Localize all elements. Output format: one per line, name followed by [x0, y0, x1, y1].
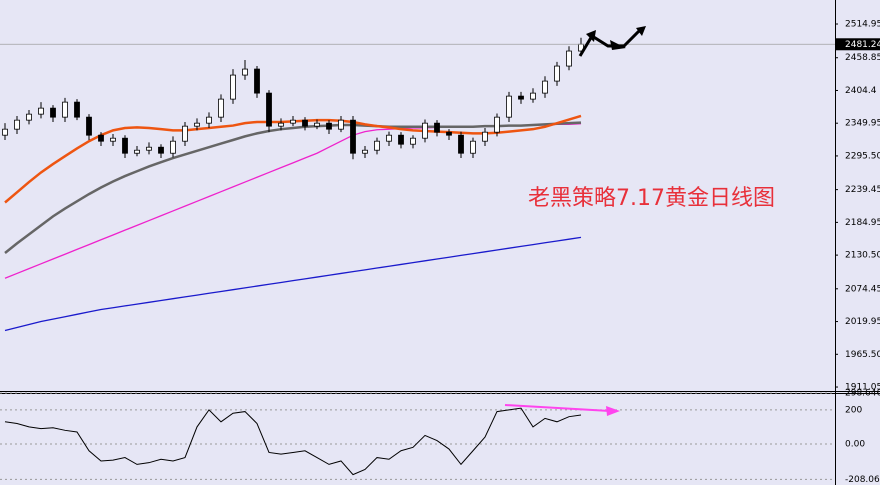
- candle-body: [422, 122, 428, 139]
- candle-body: [266, 92, 272, 127]
- candle-body: [482, 131, 488, 142]
- y-tick-label: 1965.50: [845, 350, 880, 360]
- candle-body: [278, 122, 284, 127]
- candle-body: [242, 68, 248, 76]
- y-tick-label: -208.060: [845, 475, 880, 485]
- candle-body: [434, 122, 440, 133]
- candle-body: [374, 140, 380, 151]
- y-tick-label: 2404.4: [845, 86, 877, 96]
- candle-body: [62, 101, 68, 118]
- candle-body: [26, 113, 32, 121]
- candle-body: [350, 119, 356, 154]
- candle-body: [542, 80, 548, 94]
- candle-body: [206, 116, 212, 124]
- y-tick-label: 2458.85: [845, 53, 880, 63]
- candle-body: [326, 122, 332, 130]
- y-tick-label: 298.646: [845, 389, 880, 399]
- candle-body: [458, 134, 464, 154]
- arrow-head: [636, 26, 646, 36]
- indicator-line: [4, 407, 582, 476]
- candle-body: [254, 68, 260, 94]
- candle-body: [158, 146, 164, 154]
- candle-body: [554, 65, 560, 82]
- annotation: 老黑策略7.17黄金日线图: [528, 186, 775, 211]
- y-tick-label: 2074.45: [845, 284, 880, 294]
- candle-body: [194, 122, 200, 127]
- candle-body: [134, 149, 140, 154]
- candle-body: [182, 125, 188, 142]
- last-price-label: 2481.24: [845, 40, 880, 50]
- trend-arrow: [578, 28, 642, 57]
- candle-body: [50, 107, 56, 118]
- y-tick-label: 2019.95: [845, 317, 880, 327]
- candle-body: [338, 119, 344, 130]
- candle-body: [470, 140, 476, 154]
- candle-body: [2, 128, 8, 136]
- candle-body: [74, 101, 80, 118]
- candle-body: [302, 119, 308, 127]
- y-tick-label: 0.00: [845, 439, 865, 449]
- y-tick-label: 2514.95: [845, 20, 880, 30]
- candle-body: [110, 137, 116, 142]
- plot: 2514.95 2458.85 2404.4 2349.95 2295.50 2239.4…: [0, 20, 880, 485]
- candle-body: [146, 146, 152, 151]
- divergence-arrow: [504, 404, 611, 412]
- arrow-head: [606, 406, 620, 416]
- candle-body: [38, 107, 44, 115]
- y-tick-label: 200: [845, 405, 862, 415]
- candle-body: [566, 50, 572, 67]
- arrow-head: [586, 30, 596, 42]
- moving-average: [4, 121, 582, 254]
- candle-body: [530, 92, 536, 100]
- candle-body: [494, 116, 500, 133]
- y-tick-label: 2184.95: [845, 218, 880, 228]
- candle-body: [410, 137, 416, 145]
- candle-body: [362, 149, 368, 154]
- candle-body: [14, 119, 20, 130]
- candle-body: [218, 98, 224, 118]
- candle-body: [86, 116, 92, 136]
- candle-body: [230, 74, 236, 100]
- candle-body: [398, 134, 404, 145]
- candle-body: [290, 119, 296, 124]
- candle-body: [314, 122, 320, 127]
- y-tick-label: 2349.95: [845, 119, 880, 129]
- candle-body: [506, 95, 512, 118]
- y-tick-label: 2130.50: [845, 251, 880, 261]
- candle-body: [518, 95, 524, 100]
- candle-body: [386, 134, 392, 142]
- y-tick-label: 2295.50: [845, 151, 880, 161]
- last-price-box: [836, 38, 880, 51]
- candle-body: [98, 134, 104, 142]
- candle-body: [122, 137, 128, 154]
- moving-average: [4, 236, 582, 332]
- candle-body: [446, 131, 452, 136]
- candle-body: [170, 140, 176, 154]
- arrow-head: [610, 40, 626, 50]
- y-tick-label: 2239.45: [845, 185, 880, 195]
- y-tick-label: 1911.05: [845, 383, 880, 393]
